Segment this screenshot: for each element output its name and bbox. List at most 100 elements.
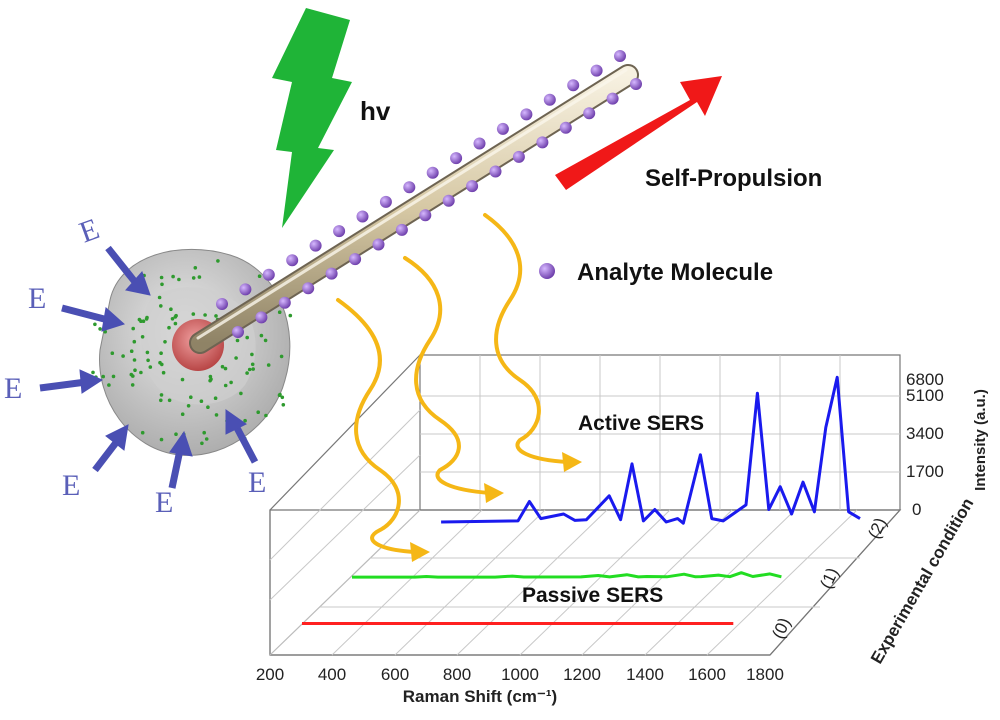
nanoparticle-icon	[140, 430, 145, 435]
analyte-molecule-icon	[559, 121, 572, 134]
efield-label: E	[155, 486, 173, 519]
nanoparticle-icon	[121, 354, 125, 358]
x-axis-title: Raman Shift (cm⁻¹)	[403, 687, 557, 706]
y-tick: 0	[912, 500, 921, 519]
scatter-arrow-icon	[403, 256, 492, 495]
analyte-molecules	[216, 50, 642, 338]
y-axis-title: Intensity (a.u.)	[972, 389, 989, 491]
analyte-molecule-icon	[349, 253, 362, 266]
efield-label: E	[75, 212, 104, 249]
analyte-molecule-icon	[232, 326, 244, 338]
y-axis: 0 1700 3400 5100 6800 Intensity (a.u.)	[906, 370, 989, 519]
nanoparticle-icon	[132, 358, 137, 362]
nanoparticle-icon	[250, 362, 255, 367]
analyte-molecule-icon	[239, 283, 252, 296]
efield-label: E	[62, 469, 80, 502]
nanoparticle-icon	[110, 351, 115, 356]
x-tick: 400	[318, 665, 346, 684]
analyte-label: Analyte Molecule	[577, 259, 773, 286]
nanoparticle-icon	[202, 430, 206, 435]
nanoparticle-icon	[159, 351, 163, 356]
nanoparticle-icon	[159, 398, 163, 403]
efield-arrow-icon	[225, 409, 259, 464]
nanoparticle-icon	[266, 363, 271, 367]
nanoparticle-icon	[197, 275, 202, 279]
nanoparticle-icon	[180, 412, 185, 417]
nanoparticle-icon	[174, 313, 178, 318]
analyte-molecule-icon	[442, 194, 455, 207]
nanoparticle-icon	[146, 358, 150, 363]
nanoparticle-icon	[216, 259, 220, 263]
analyte-molecule-icon	[333, 225, 346, 238]
analyte-molecule-icon	[450, 152, 463, 165]
analyte-molecule-icon	[606, 92, 619, 105]
nanoparticle-icon	[111, 374, 116, 379]
passive-sers-label: Passive SERS	[522, 584, 663, 607]
efield-group: E E E E E E	[4, 212, 266, 519]
y-tick: 1700	[906, 462, 944, 481]
nanorod	[189, 64, 639, 354]
analyte-molecule-icon	[356, 210, 369, 223]
x-tick: 200	[256, 665, 284, 684]
efield-label: E	[4, 372, 22, 405]
efield-arrow-icon	[61, 304, 125, 332]
x-tick: 1000	[501, 665, 539, 684]
x-tick: 1400	[626, 665, 664, 684]
nanoparticle-icon	[161, 370, 166, 375]
nanoparticle-icon	[191, 276, 196, 280]
x-axis: 200 400 600 800 1000 1200 1400 1600 1800…	[256, 665, 784, 706]
analyte-molecule-icon	[590, 64, 603, 77]
analyte-legend-icon	[539, 263, 555, 279]
analyte-molecule-icon	[583, 107, 596, 120]
nanoparticle-icon	[103, 329, 107, 334]
nanoparticle-icon	[177, 277, 181, 282]
nanoparticle-icon	[169, 307, 173, 312]
nanoparticle-icon	[144, 317, 149, 321]
x-tick: 1200	[563, 665, 601, 684]
nanoparticle-icon	[208, 374, 213, 379]
nanoparticle-icon	[214, 413, 219, 417]
nanoparticle-icon	[203, 313, 207, 317]
analyte-molecule-icon	[379, 195, 392, 208]
nanoparticle-icon	[199, 399, 204, 404]
nanoparticle-icon	[280, 395, 285, 400]
nanoparticle-icon	[288, 313, 293, 318]
analyte-molecule-icon	[614, 50, 626, 62]
x-tick: 800	[443, 665, 471, 684]
spectra-group	[302, 375, 861, 625]
scatter-arrow-icon	[483, 213, 570, 464]
nanoparticle-icon	[250, 352, 254, 357]
nanoparticle-icon	[281, 403, 286, 407]
nanoparticle-icon	[170, 317, 175, 321]
nanoparticle-icon	[140, 335, 145, 339]
nanoparticle-icon	[173, 321, 178, 326]
chart-frame	[269, 354, 902, 656]
nanoparticle-icon	[189, 395, 193, 400]
analyte-molecule-icon	[473, 137, 486, 150]
nanoparticle-icon	[277, 310, 282, 315]
nanoparticle-icon	[148, 365, 153, 369]
nanoparticle-icon	[259, 333, 264, 338]
y-tick: 6800	[906, 370, 944, 389]
z-axis: (0) (1) (2) Experimental condition	[768, 495, 977, 667]
analyte-molecule-icon	[309, 239, 322, 252]
nanoparticle-icon	[159, 275, 164, 280]
nanoparticle-icon	[209, 377, 213, 382]
nanoparticle-icon	[167, 325, 171, 330]
efield-arrow-icon	[39, 369, 104, 394]
nanoparticle-icon	[200, 441, 204, 446]
nanoparticle-icon	[257, 274, 262, 279]
analyte-molecule-icon	[512, 150, 525, 163]
nanoparticle-icon	[93, 322, 97, 327]
nanoparticle-icon	[278, 392, 282, 397]
nanoparticle-icon	[180, 377, 185, 382]
nanoparticle-icon	[206, 405, 210, 410]
efield-label: E	[248, 466, 266, 499]
analyte-molecule-icon	[302, 282, 315, 295]
efield-label: E	[28, 282, 46, 315]
scatter-arrow-icon	[336, 298, 417, 554]
hv-label: hv	[360, 96, 391, 126]
analyte-molecule-icon	[286, 254, 299, 267]
y-tick: 5100	[906, 386, 944, 405]
